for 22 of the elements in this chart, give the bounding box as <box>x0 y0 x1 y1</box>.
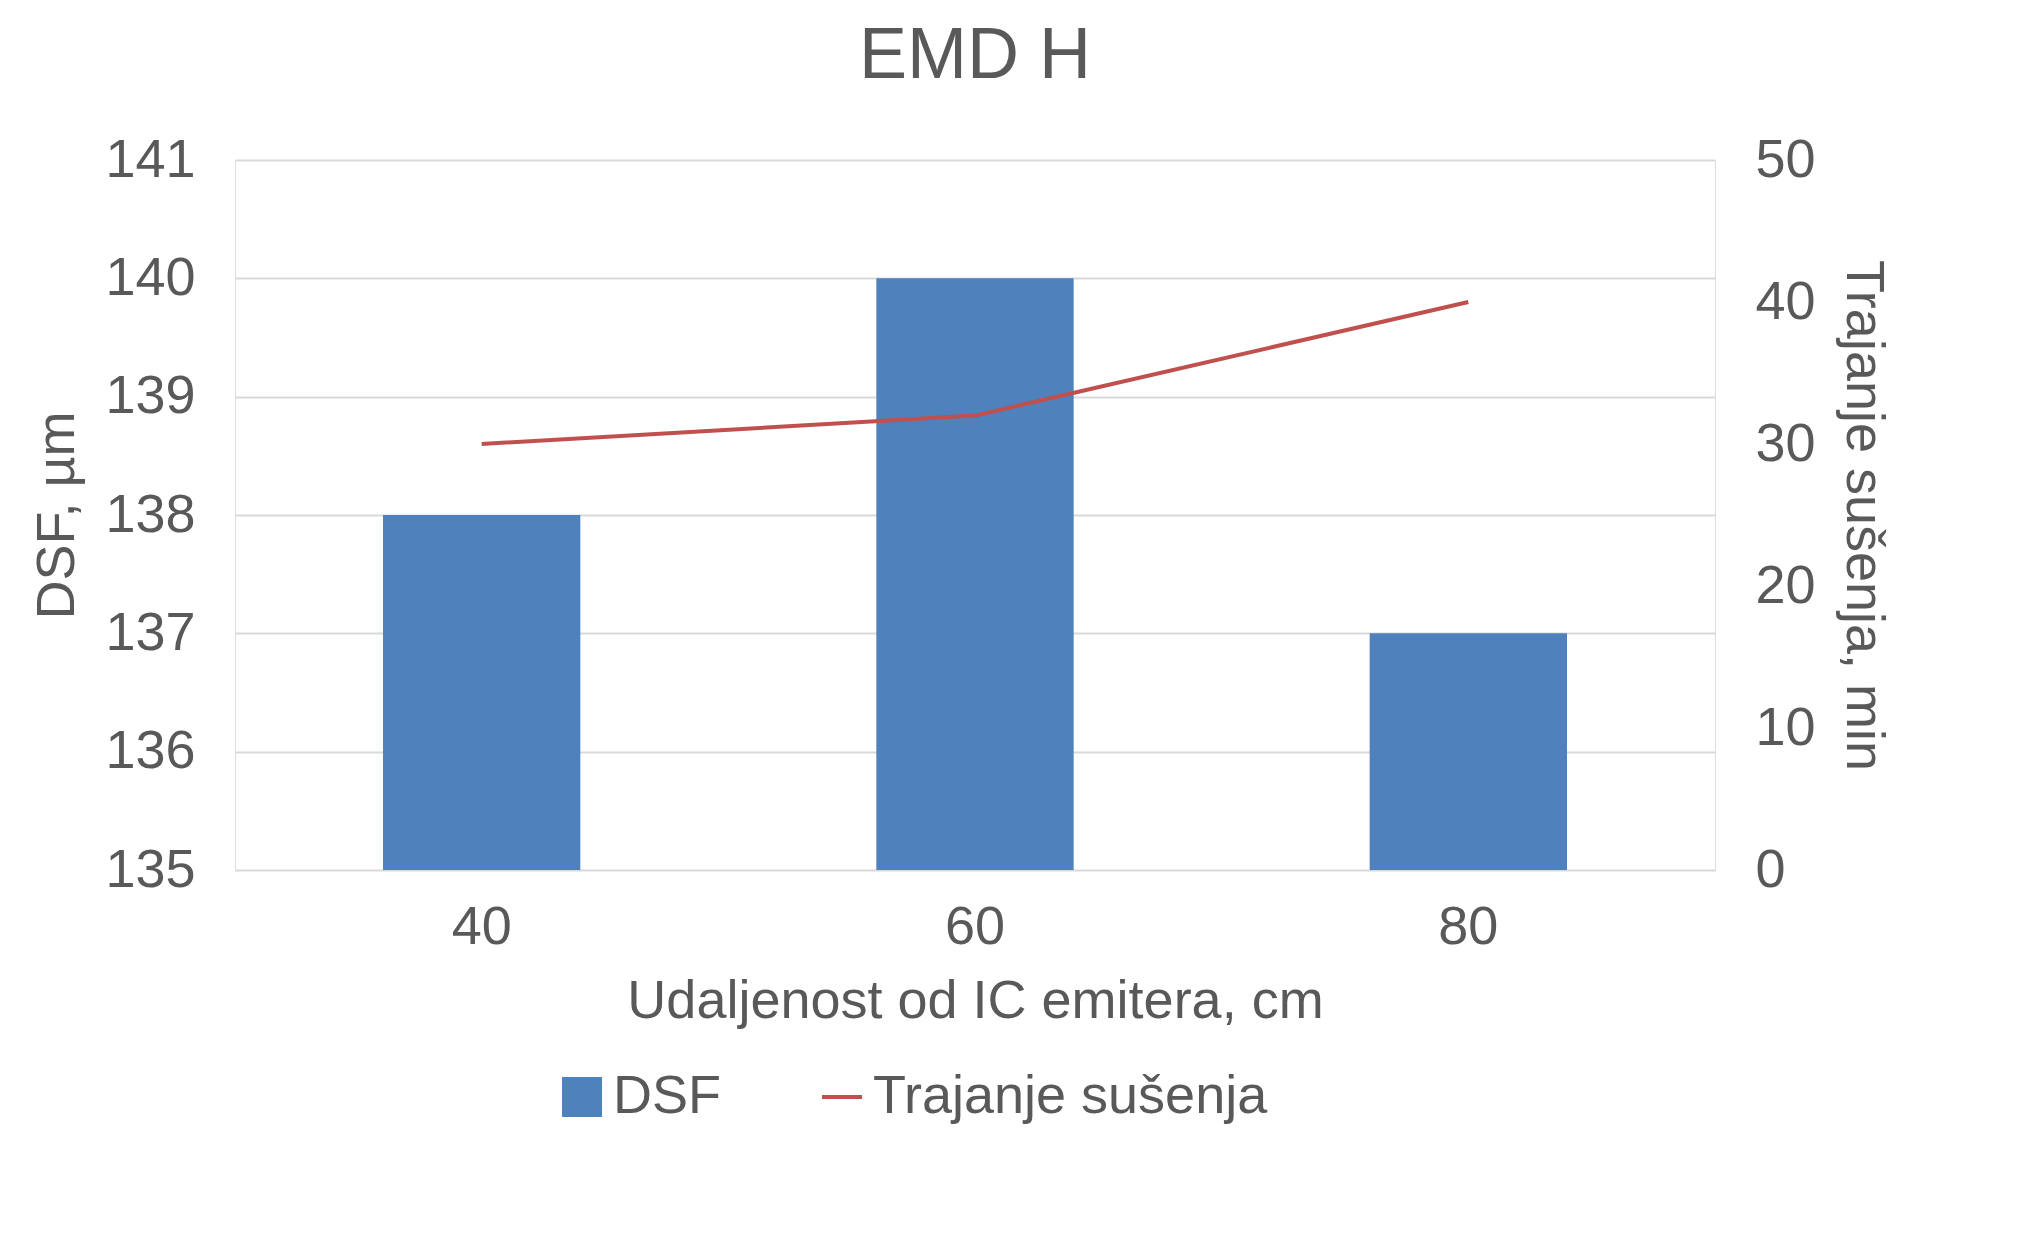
y-tick-label: 137 <box>105 600 196 661</box>
y2-tick-label: 0 <box>1755 837 1786 898</box>
y-tick-label: 136 <box>105 719 196 780</box>
y2-tick-label: 30 <box>1755 411 1816 472</box>
x-tick-label: 60 <box>944 894 1006 955</box>
legend-label: DSF <box>613 1064 721 1124</box>
y-tick-label: 139 <box>105 364 196 425</box>
y2-tick-label: 20 <box>1755 553 1816 614</box>
y2-axis-title: Trajanje sušenja, min <box>1835 259 1896 772</box>
chart-title: EMD H <box>859 13 1091 93</box>
x-tick-label: 80 <box>1438 894 1499 955</box>
legend-label: Trajanje sušenja <box>873 1064 1269 1124</box>
y2-tick-label: 40 <box>1755 269 1816 330</box>
y-tick-label: 141 <box>105 127 196 188</box>
y-tick-label: 138 <box>105 482 196 543</box>
y2-tick-label: 50 <box>1755 127 1816 188</box>
x-tick-label: 40 <box>451 894 512 955</box>
y-tick-label: 135 <box>105 837 196 898</box>
y2-tick-label: 10 <box>1755 695 1816 756</box>
y-tick-label: 140 <box>105 245 196 306</box>
x-axis-title: Udaljenost od IC emitera, cm <box>627 968 1324 1029</box>
y-axis-title: DSF, µm <box>25 411 86 620</box>
